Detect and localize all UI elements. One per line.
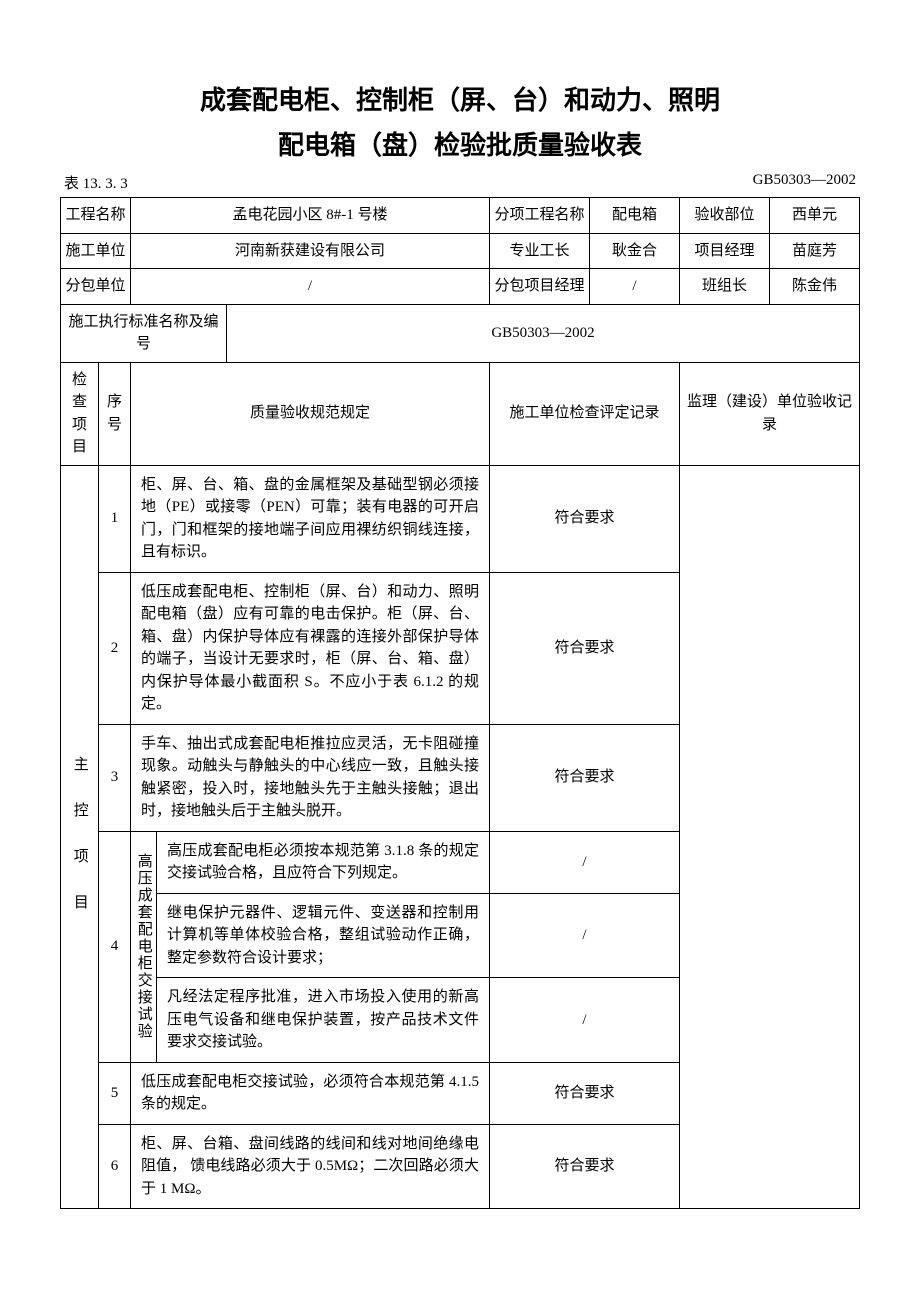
project-name-value: 孟电花园小区 8#-1 号楼 xyxy=(131,198,490,234)
col-seq: 序号 xyxy=(99,362,131,465)
seq-cell: 3 xyxy=(99,724,131,831)
col-quality-spec: 质量验收规范规定 xyxy=(131,362,490,465)
header-row-4: 施工执行标准名称及编号 GB50303—2002 xyxy=(61,304,860,362)
title-line2: 配电箱（盘）检验批质量验收表 xyxy=(60,125,860,162)
supervisor-cell xyxy=(680,465,860,1209)
table-number: 表 13. 3. 3 xyxy=(64,172,128,193)
contractor-value: 河南新获建设有限公司 xyxy=(131,233,490,269)
title-line1: 成套配电柜、控制柜（屏、台）和动力、照明 xyxy=(60,80,860,117)
spec-cell: 柜、屏、台箱、盘间线路的线间和线对地间绝缘电阻值， 馈电线路必须大于 0.5MΩ… xyxy=(131,1124,490,1209)
seq-cell: 6 xyxy=(99,1124,131,1209)
check-part-value: 西单元 xyxy=(770,198,860,234)
column-header-row: 检查项目 序号 质量验收规范规定 施工单位检查评定记录 监理（建设）单位验收记录 xyxy=(61,362,860,465)
record-cell: / xyxy=(490,978,680,1063)
record-cell: 符合要求 xyxy=(490,724,680,831)
record-cell: 符合要求 xyxy=(490,465,680,572)
sub-pm-label: 分包项目经理 xyxy=(490,269,590,305)
spec-cell: 继电保护元器件、逻辑元件、变送器和控制用计算机等单体校验合格，整组试验动作正确，… xyxy=(157,893,490,978)
col-contractor-record: 施工单位检查评定记录 xyxy=(490,362,680,465)
record-cell: 符合要求 xyxy=(490,1062,680,1124)
seq-cell: 1 xyxy=(99,465,131,572)
record-cell: / xyxy=(490,893,680,978)
header-row-1: 工程名称 孟电花园小区 8#-1 号楼 分项工程名称 配电箱 验收部位 西单元 xyxy=(61,198,860,234)
table-meta-row: 表 13. 3. 3 GB50303—2002 xyxy=(60,172,860,197)
standard-code: GB50303—2002 xyxy=(753,172,856,193)
project-name-label: 工程名称 xyxy=(61,198,131,234)
seq-cell: 4 xyxy=(99,831,131,1062)
spec-cell: 低压成套配电柜交接试验，必须符合本规范第 4.1.5 条的规定。 xyxy=(131,1062,490,1124)
section-label: 主 控 项 目 xyxy=(61,465,99,1209)
header-row-2: 施工单位 河南新获建设有限公司 专业工长 耿金合 项目经理 苗庭芳 xyxy=(61,233,860,269)
team-value: 陈金伟 xyxy=(770,269,860,305)
spec-cell: 柜、屏、台、箱、盘的金属框架及基础型钢必须接地（PE）或接零（PEN）可靠；装有… xyxy=(131,465,490,572)
spec-cell: 高压成套配电柜必须按本规范第 3.1.8 条的规定交接试验合格，且应符合下列规定… xyxy=(157,831,490,893)
spec-cell: 低压成套配电柜、控制柜（屏、台）和动力、照明配电箱（盘）应有可靠的电击保护。柜（… xyxy=(131,572,490,724)
table-row: 主 控 项 目 1 柜、屏、台、箱、盘的金属框架及基础型钢必须接地（PE）或接零… xyxy=(61,465,860,572)
subitem-label: 分项工程名称 xyxy=(490,198,590,234)
inspection-table: 工程名称 孟电花园小区 8#-1 号楼 分项工程名称 配电箱 验收部位 西单元 … xyxy=(60,197,860,1209)
std-label: 施工执行标准名称及编号 xyxy=(61,304,227,362)
record-cell: 符合要求 xyxy=(490,1124,680,1209)
foreman-value: 耿金合 xyxy=(590,233,680,269)
subitem-value: 配电箱 xyxy=(590,198,680,234)
check-part-label: 验收部位 xyxy=(680,198,770,234)
spec-cell: 手车、抽出式成套配电柜推拉应灵活，无卡阻碰撞现象。动触头与静触头的中心线应一致，… xyxy=(131,724,490,831)
team-label: 班组长 xyxy=(680,269,770,305)
pm-value: 苗庭芳 xyxy=(770,233,860,269)
col-supervisor-record: 监理（建设）单位验收记录 xyxy=(680,362,860,465)
record-cell: 符合要求 xyxy=(490,572,680,724)
sub-contractor-value: / xyxy=(131,269,490,305)
pm-label: 项目经理 xyxy=(680,233,770,269)
header-row-3: 分包单位 / 分包项目经理 / 班组长 陈金伟 xyxy=(61,269,860,305)
sub-pm-value: / xyxy=(590,269,680,305)
contractor-label: 施工单位 xyxy=(61,233,131,269)
foreman-label: 专业工长 xyxy=(490,233,590,269)
spec-cell: 凡经法定程序批准，进入市场投入使用的新高压电气设备和继电保护装置，按产品技术文件… xyxy=(157,978,490,1063)
record-cell: / xyxy=(490,831,680,893)
sub-contractor-label: 分包单位 xyxy=(61,269,131,305)
sub-header-cell: 高压成套配电柜交接试验 xyxy=(131,831,157,1062)
col-check-item: 检查项目 xyxy=(61,362,99,465)
seq-cell: 2 xyxy=(99,572,131,724)
std-value: GB50303—2002 xyxy=(227,304,860,362)
seq-cell: 5 xyxy=(99,1062,131,1124)
